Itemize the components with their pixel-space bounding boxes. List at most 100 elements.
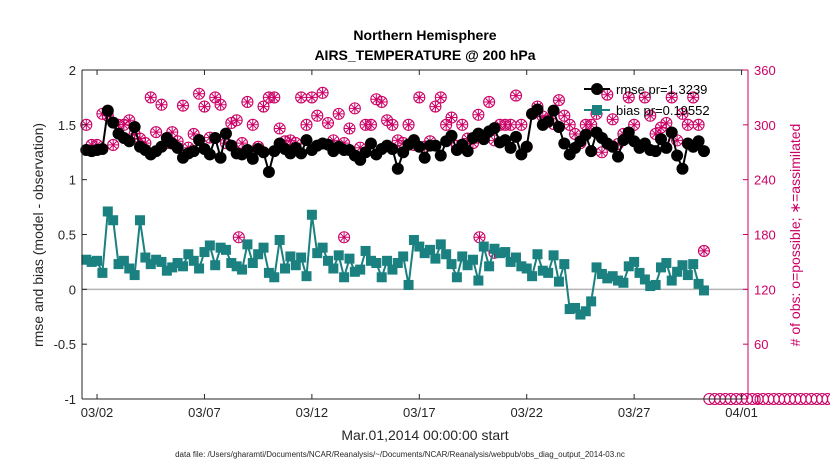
rmse-point-89 xyxy=(558,137,571,150)
bias-point-17 xyxy=(172,258,183,269)
obs-assimilated-point-73 xyxy=(473,109,484,120)
x-axis-label: Mar.01,2014 00:00:00 start xyxy=(341,427,508,443)
rmse-point-30 xyxy=(241,144,254,157)
obs-possible-point-5 xyxy=(107,138,120,151)
bias-point-0 xyxy=(81,254,92,265)
bias-point-74 xyxy=(478,241,489,252)
rmse-point-23 xyxy=(203,148,216,161)
bias-point-93 xyxy=(580,306,591,317)
y-tick-label-0: -1 xyxy=(64,392,76,407)
bias-point-96 xyxy=(596,268,607,279)
obs-possible-point-44 xyxy=(316,86,329,99)
bias-point-47 xyxy=(333,250,344,261)
rmse-point-71 xyxy=(461,145,474,158)
bias-point-61 xyxy=(408,234,419,245)
bias-point-2 xyxy=(92,255,103,266)
obs-assimilated-point-91 xyxy=(570,129,581,139)
bias-point-11 xyxy=(140,252,151,263)
obs-possible-point-88 xyxy=(552,94,565,107)
bias-point-8 xyxy=(124,263,135,274)
obs-possible-point-98 xyxy=(606,113,619,126)
rmse-point-98 xyxy=(606,140,619,153)
rmse-point-99 xyxy=(612,150,625,163)
bias-point-46 xyxy=(328,263,339,274)
bias-point-78 xyxy=(500,247,511,258)
bias-point-52 xyxy=(360,245,371,256)
obs-assimilated-point-111 xyxy=(677,108,688,119)
obs-assimilated-point-105 xyxy=(645,110,656,121)
bias-point-48 xyxy=(339,272,350,283)
rmse-point-33 xyxy=(257,146,270,159)
obs-assimilated-point-51 xyxy=(355,142,366,153)
bias-point-68 xyxy=(446,259,457,270)
bias-point-77 xyxy=(494,248,505,259)
obs-possible-point-50 xyxy=(348,102,361,115)
obs-assimilated-point-104 xyxy=(639,92,650,103)
rmse-point-66 xyxy=(434,149,447,162)
rmse-point-3 xyxy=(96,142,109,155)
bias-point-7 xyxy=(118,255,129,266)
x-tick-label-5: 03/27 xyxy=(618,405,651,420)
obs-assimilated-point-42 xyxy=(306,92,317,103)
y-tick-label-6: 2 xyxy=(69,63,76,78)
rmse-point-5 xyxy=(107,116,120,129)
bias-point-27 xyxy=(226,258,237,269)
obs-assimilated-point-52 xyxy=(360,119,371,130)
obs-possible-point-0 xyxy=(80,118,93,131)
obs-assimilated-point-99 xyxy=(613,139,623,149)
rmse-point-17 xyxy=(171,141,184,154)
rmse-point-80 xyxy=(509,130,522,143)
bias-point-24 xyxy=(210,260,221,271)
obs-assimilated-point-108 xyxy=(661,118,672,128)
bias-point-25 xyxy=(215,242,226,253)
obs-possible-point-89 xyxy=(558,109,571,122)
obs-assimilated-point-106 xyxy=(650,129,661,139)
rmse-point-86 xyxy=(542,115,555,128)
bias-point-4 xyxy=(102,206,113,217)
legend-bias-marker xyxy=(592,105,602,115)
legend-rmse-label: rmse pr=1.3239 xyxy=(616,82,707,97)
obs-assimilated-point-20 xyxy=(188,129,199,139)
bias-point-66 xyxy=(435,239,446,250)
obs-assimilated-point-56 xyxy=(382,115,393,126)
y-tick-label-4: 1 xyxy=(69,173,76,188)
rmse-point-79 xyxy=(504,141,517,154)
bias-point-16 xyxy=(167,262,178,273)
obs-assimilated-point-27 xyxy=(226,118,237,128)
rmse-point-109 xyxy=(665,126,678,139)
bias-point-89 xyxy=(559,259,570,270)
obs-assimilated-point-98 xyxy=(607,114,618,125)
obs-assimilated-point-18 xyxy=(178,100,188,111)
obs-assimilated-point-7 xyxy=(118,119,129,130)
obs-assimilated-point-107 xyxy=(656,122,666,133)
bias-point-71 xyxy=(462,260,473,271)
bias-point-51 xyxy=(355,264,366,275)
obs-assimilated-point-75 xyxy=(484,97,495,107)
obs-assimilated-point-13 xyxy=(151,127,162,138)
bias-point-101 xyxy=(623,261,634,272)
obs-assimilated-point-45 xyxy=(323,118,333,128)
bias-point-112 xyxy=(682,270,693,281)
bias-point-19 xyxy=(183,249,194,260)
obs-possible-point-18 xyxy=(176,99,190,112)
bias-point-26 xyxy=(220,244,231,255)
bias-point-106 xyxy=(650,279,661,290)
rmse-point-25 xyxy=(214,151,227,164)
x-tick-label-6: 04/01 xyxy=(725,405,758,420)
rmse-point-24 xyxy=(209,131,222,144)
rmse-point-106 xyxy=(649,145,662,158)
obs-possible-point-111 xyxy=(676,107,689,120)
bias-point-83 xyxy=(527,271,538,282)
bias-point-32 xyxy=(253,249,264,260)
rmse-point-20 xyxy=(187,145,200,158)
chart-title: Northern Hemisphere xyxy=(353,27,496,43)
obs-possible-point-31 xyxy=(246,118,259,131)
rmse-point-108 xyxy=(660,141,673,154)
obs-assimilated-point-40 xyxy=(296,92,307,103)
bias-point-98 xyxy=(607,271,618,282)
bias-point-111 xyxy=(677,260,688,271)
obs-assimilated-point-38 xyxy=(285,135,296,146)
bias-point-30 xyxy=(242,239,253,250)
obs-assimilated-point-89 xyxy=(559,110,570,121)
bias-point-12 xyxy=(145,259,156,270)
